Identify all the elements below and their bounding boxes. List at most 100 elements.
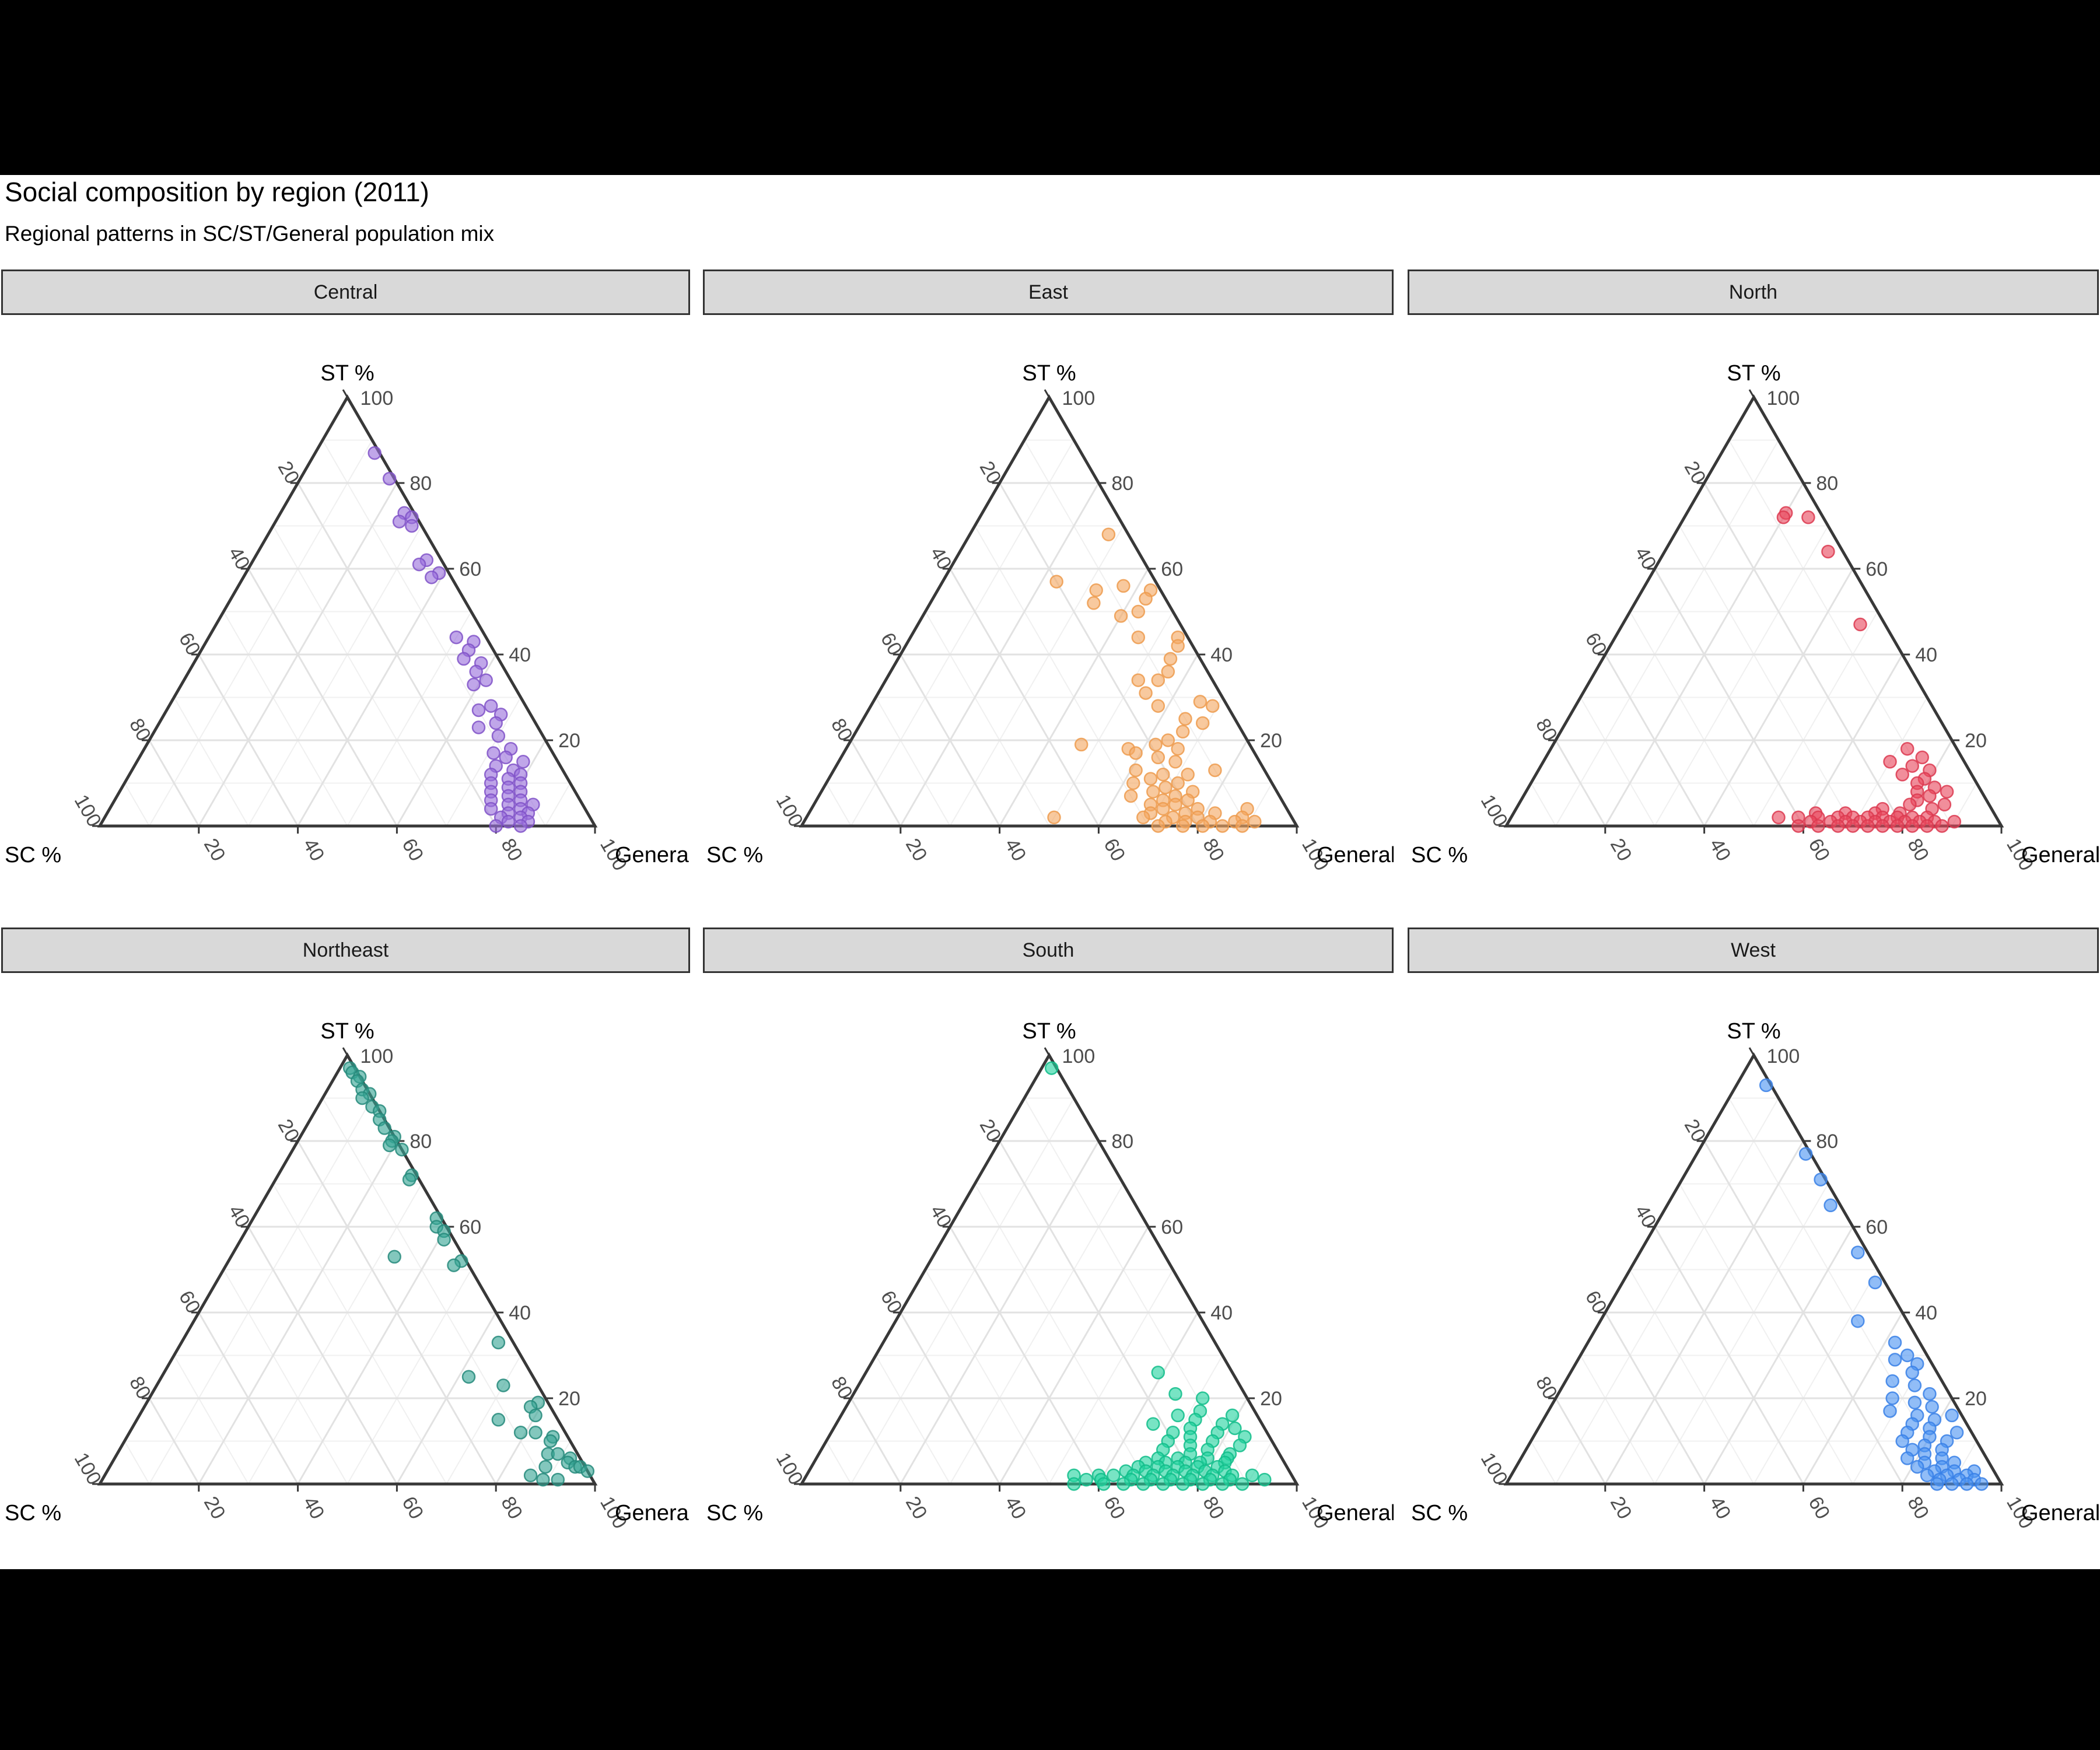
data-point [1935,819,1949,833]
tick-label-st: 20 [558,1388,580,1410]
data-point [551,1447,565,1461]
gridline-minor [223,611,348,827]
data-point [1885,1374,1899,1388]
axis-title-st: ST % [1022,361,1076,386]
data-point [1888,1335,1902,1350]
tick-label-gen: 60 [1804,1493,1834,1523]
data-point [1925,1399,1939,1414]
gridline-minor [1530,1440,1556,1485]
data-point [487,746,501,760]
data-point [528,1426,542,1440]
tick-st [342,1047,348,1056]
facet-strip-east: East [703,270,1394,315]
axis-title-general: General % [2021,843,2099,867]
gridline-minor [1654,525,1829,827]
tick-label-gen: 20 [901,835,932,865]
axis-title-general: General % [615,1501,690,1525]
gridline-minor [1580,696,1656,827]
data-point [523,1468,538,1483]
tick-label-gen: 20 [1606,1493,1636,1523]
gridline-minor [850,439,1074,827]
data-point [437,1233,451,1247]
data-point [1235,1477,1250,1491]
data-point [1225,1408,1240,1423]
data-point [1776,510,1791,524]
gridline-minor [1679,525,1854,827]
facet-strip-label: Central [313,281,378,303]
data-points [1759,1078,1989,1491]
tick-label-st: 100 [1062,1045,1096,1068]
data-point [1161,733,1175,747]
axis-title-sc: SC % [706,843,763,867]
data-point [1087,596,1101,610]
data-point [1171,639,1185,653]
tick-label-st: 20 [1965,1388,1987,1410]
axis-ticks [92,389,596,834]
axis-title-general: General % [615,843,690,867]
data-point [1168,755,1182,769]
tick-label-st: 60 [1866,558,1888,580]
tick-label-gen: 40 [299,1493,329,1523]
tick-label-st: 80 [1111,473,1133,495]
data-point [1156,768,1170,782]
data-point [1079,1472,1093,1487]
data-point [1114,609,1128,623]
gridline-minor [124,782,150,827]
tick-label-gen: 80 [1198,1493,1228,1523]
gridline-minor [1048,611,1174,827]
gridline-major [198,1312,299,1485]
tick-label-st: 100 [360,1045,394,1068]
gridline-major [1703,568,1854,827]
data-point [467,677,481,692]
tick-label-gen: 20 [200,835,230,865]
data-point [489,716,503,730]
data-point [1171,1408,1185,1423]
data-point [1228,1421,1242,1436]
data-point [382,1138,397,1153]
data-point [1161,664,1175,679]
facet-strip-label: North [1728,281,1778,303]
data-point [1143,772,1158,786]
data-point [489,819,503,833]
data-point [528,1408,542,1423]
facet-strip-label: South [1022,939,1074,961]
tick-label-gen: 20 [200,1493,230,1523]
data-point [538,1460,552,1474]
data-point [1888,1353,1902,1367]
data-point [1156,1477,1170,1491]
gridline-major [949,1226,1100,1485]
tick-label-gen: 40 [299,835,329,865]
tick-label-gen: 60 [1099,1493,1129,1523]
gridline-minor [149,439,373,827]
data-point [1895,1434,1909,1448]
data-point [1975,1477,1989,1491]
axis-ticks [794,389,1298,834]
tick-label-st: 80 [410,1130,432,1153]
gridline-minor [925,611,1050,827]
tick-label-st: 100 [360,387,394,410]
data-point [377,1121,391,1135]
data-point [1890,819,1905,833]
axis-titles: ST % SC % General % [706,1019,1394,1525]
data-point [1151,819,1166,833]
axis-ticks [1499,1047,2003,1492]
gridline-minor [974,1183,1149,1485]
gridline-major [1604,1312,1705,1485]
data-point [1171,741,1185,756]
triangle-border [1503,394,2004,828]
gridline-major [396,1312,497,1485]
triangle-border [799,1052,1300,1486]
facet-strip-label: East [1028,281,1069,303]
gridline-major [1604,654,1705,827]
data-point [1947,814,1962,829]
axis-titles: ST % SC % General % [1411,1019,2099,1525]
data-point [496,1378,510,1392]
facet-strip-label: Northeast [302,939,389,961]
axis-title-sc: SC % [1411,843,1468,867]
plot-subtitle: Regional patterns in SC/ST/General popul… [5,222,495,246]
gridline-minor [974,525,1149,827]
